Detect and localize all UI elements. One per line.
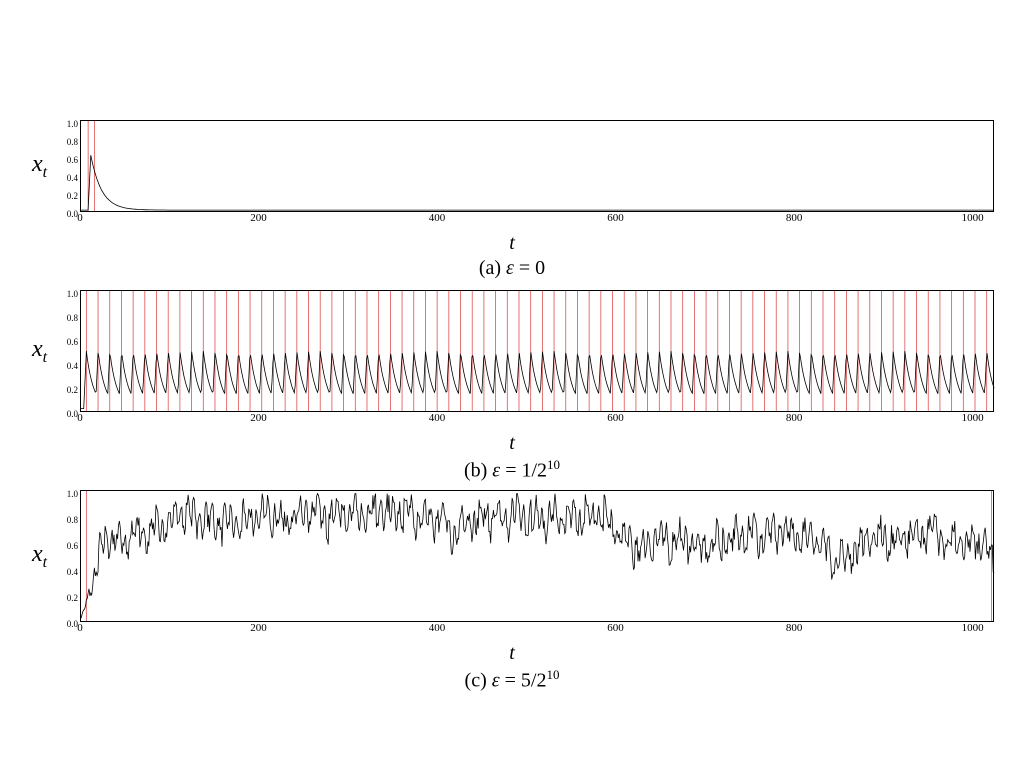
x-tick: 800 (786, 412, 803, 424)
plot-svg (81, 121, 995, 211)
y-tick: 0.6 (67, 155, 78, 165)
x-tick: 0 (77, 622, 83, 634)
x-tick: 600 (607, 622, 624, 634)
y-axis-label: xt (32, 336, 47, 367)
x-tick: 200 (250, 412, 267, 424)
y-tick: 0.6 (67, 541, 78, 551)
x-ticks: 0 200 400 600 800 1000 (80, 412, 994, 434)
panel-caption: (c) ε = 5/210 (20, 667, 1004, 693)
x-tick: 800 (786, 212, 803, 224)
x-tick: 200 (250, 622, 267, 634)
y-tick: 1.0 (67, 489, 78, 499)
x-tick: 400 (429, 622, 446, 634)
x-tick: 600 (607, 212, 624, 224)
y-tick: 0.8 (67, 137, 78, 147)
y-tick: 1.0 (67, 289, 78, 299)
y-tick: 1.0 (67, 119, 78, 129)
x-axis-label: t (20, 642, 1004, 665)
y-axis-label: xt (32, 541, 47, 572)
y-tick: 0.2 (67, 385, 78, 395)
y-tick: 0.4 (67, 173, 78, 183)
plot-frame (80, 290, 994, 412)
time-series (81, 155, 994, 210)
x-axis-label: t (20, 232, 1004, 255)
y-ticks: 0.00.20.40.60.81.0 (60, 490, 78, 620)
x-ticks: 0 200 400 600 800 1000 (80, 622, 994, 644)
x-ticks: 0 200 400 600 800 1000 (80, 212, 994, 234)
x-tick: 0 (77, 212, 83, 224)
y-tick: 0.4 (67, 361, 78, 371)
x-tick: 400 (429, 412, 446, 424)
y-tick: 0.4 (67, 567, 78, 577)
y-tick: 0.2 (67, 593, 78, 603)
time-series (81, 494, 994, 619)
y-tick: 0.6 (67, 337, 78, 347)
y-tick: 0.2 (67, 191, 78, 201)
y-ticks: 0.00.20.40.60.81.0 (60, 290, 78, 410)
panel-caption: (b) ε = 1/210 (20, 457, 1004, 483)
y-axis-label: xt (32, 151, 47, 182)
panel-c: xt0.00.20.40.60.81.002004006008001000t(c… (20, 490, 1004, 693)
plot-frame (80, 490, 994, 622)
plot-svg (81, 291, 995, 411)
plot-frame (80, 120, 994, 212)
x-tick: 200 (250, 212, 267, 224)
panel-a: xt0.00.20.40.60.81.002004006008001000t(a… (20, 120, 1004, 280)
y-tick: 0.8 (67, 313, 78, 323)
y-ticks: 0.00.20.40.60.81.0 (60, 120, 78, 210)
x-tick: 0 (77, 412, 83, 424)
plot-svg (81, 491, 995, 621)
y-tick: 0.8 (67, 515, 78, 525)
panel-caption: (a) ε = 0 (20, 257, 1004, 280)
x-tick: 800 (786, 622, 803, 634)
x-tick: 1000 (962, 212, 984, 224)
panel-b: xt0.00.20.40.60.81.002004006008001000t(b… (20, 290, 1004, 483)
x-tick: 600 (607, 412, 624, 424)
x-tick: 1000 (962, 622, 984, 634)
x-tick: 400 (429, 212, 446, 224)
x-axis-label: t (20, 432, 1004, 455)
time-series (81, 351, 994, 409)
x-tick: 1000 (962, 412, 984, 424)
